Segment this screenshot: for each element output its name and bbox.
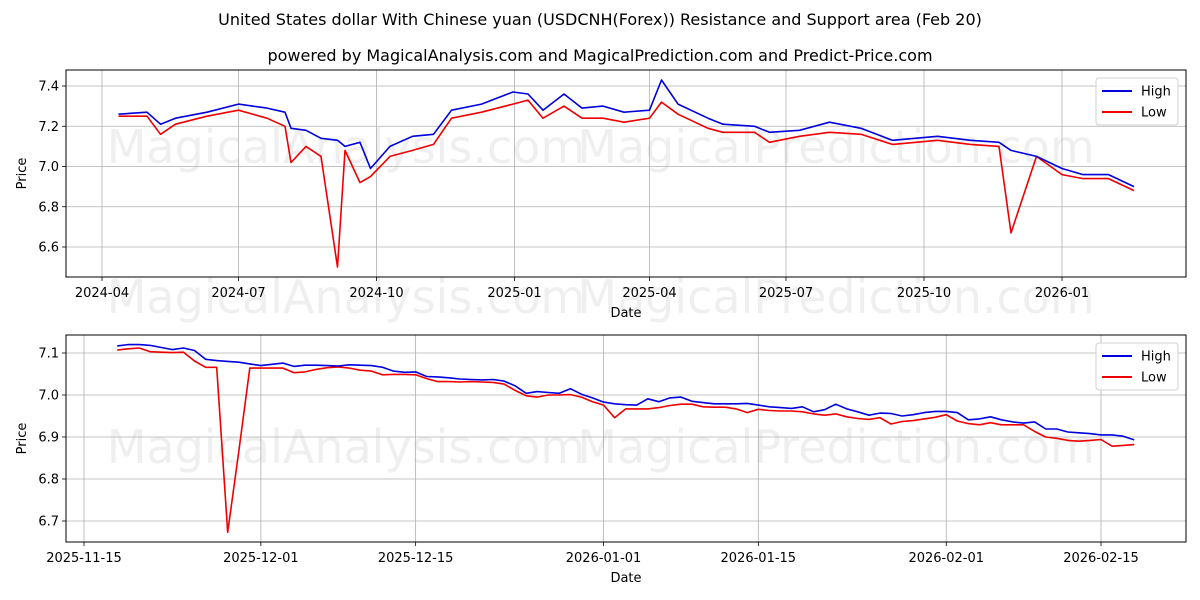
legend: High Low [1095,342,1179,391]
svg-text:MagicalAnalysis.com: MagicalAnalysis.com [107,120,586,174]
series-high-line [118,79,1135,188]
x-tick-label: 2024-04 [75,286,129,301]
y-tick-label: 6.6 [38,241,59,256]
chart-title: United States dollar With Chinese yuan (… [218,10,982,29]
y-tick-label: 7.0 [38,389,59,404]
legend-low-label: Low [1141,106,1167,121]
y-tick-label: 7.2 [38,120,59,135]
legend-high-label: High [1141,85,1171,100]
x-tick-label: 2024-07 [211,286,265,301]
legend: High Low [1095,77,1179,126]
y-axis: 6.6 6.8 7.0 7.2 7.4 [38,80,66,256]
watermark: MagicalAnalysis.comMagicalPrediction.com… [107,120,1095,324]
series-low-line [118,99,1135,268]
series-low-line [117,347,1135,534]
y-tick-label: 7.0 [38,160,59,175]
x-tick-label: 2025-10 [897,286,951,301]
x-tick-label: 2025-12-15 [378,551,454,566]
plot-frame [65,69,1187,278]
y-axis: 6.7 6.8 6.9 7.0 7.1 [38,347,66,530]
plot-frame [65,334,1187,543]
x-tick-label: 2026-01-01 [566,551,642,566]
y-tick-label: 6.9 [38,431,59,446]
y-tick-label: 6.8 [38,473,59,488]
x-tick-label: 2025-04 [622,286,676,301]
x-axis: 2024-04 2024-07 2024-10 2025-01 2025-04 2025-… [75,277,1089,301]
y-tick-label: 6.7 [38,515,59,530]
y-axis-label: Price [15,158,30,190]
svg-text:MagicalPrediction.com: MagicalPrediction.com [577,420,1095,474]
x-tick-label: 2025-01 [487,286,541,301]
x-tick-label: 2026-01 [1035,286,1089,301]
x-axis: 2025-11-15 2025-12-01 2025-12-15 2026-01-01… [46,542,1139,566]
svg-text:MagicalAnalysis.com: MagicalAnalysis.com [107,270,586,324]
svg-text:MagicalPrediction.com: MagicalPrediction.com [577,120,1095,174]
x-tick-label: 2026-01-15 [721,551,797,566]
x-tick-label: 2026-02-15 [1063,551,1139,566]
svg-text:MagicalAnalysis.com: MagicalAnalysis.com [107,420,586,474]
y-axis-label: Price [15,423,30,455]
x-axis-label: Date [610,571,641,586]
legend-high-label: High [1141,350,1171,365]
chart-panel-2: MagicalAnalysis.comMagicalPrediction.com… [15,334,1187,586]
x-tick-label: 2025-11-15 [46,551,122,566]
chart-panel-1: MagicalAnalysis.comMagicalPrediction.com… [15,69,1187,324]
svg-text:MagicalPrediction.com: MagicalPrediction.com [577,270,1095,324]
y-tick-label: 7.1 [38,347,59,362]
x-tick-label: 2025-12-01 [223,551,299,566]
x-tick-label: 2026-02-01 [908,551,984,566]
y-tick-label: 6.8 [38,200,59,215]
series-high-line [117,343,1135,441]
y-tick-label: 7.4 [38,80,59,95]
x-tick-label: 2024-10 [349,286,403,301]
chart-subtitle: powered by MagicalAnalysis.com and Magic… [267,46,933,65]
x-tick-label: 2025-07 [759,286,813,301]
x-axis-label: Date [610,306,641,321]
legend-low-label: Low [1141,371,1167,386]
